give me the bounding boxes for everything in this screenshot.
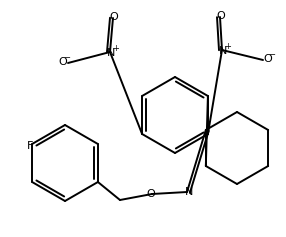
Text: O: O [217,11,225,21]
Text: O: O [147,189,155,199]
Text: O: O [59,57,67,67]
Text: +: + [225,41,231,50]
Text: O: O [264,54,272,64]
Text: +: + [113,44,120,53]
Text: $\mathregular{N}$: $\mathregular{N}$ [219,44,228,56]
Text: F: F [27,141,33,151]
Text: −: − [269,50,275,59]
Text: $\mathregular{N}$: $\mathregular{N}$ [106,46,116,58]
Text: N: N [185,187,193,197]
Text: O: O [110,12,118,22]
Text: −: − [63,54,71,63]
